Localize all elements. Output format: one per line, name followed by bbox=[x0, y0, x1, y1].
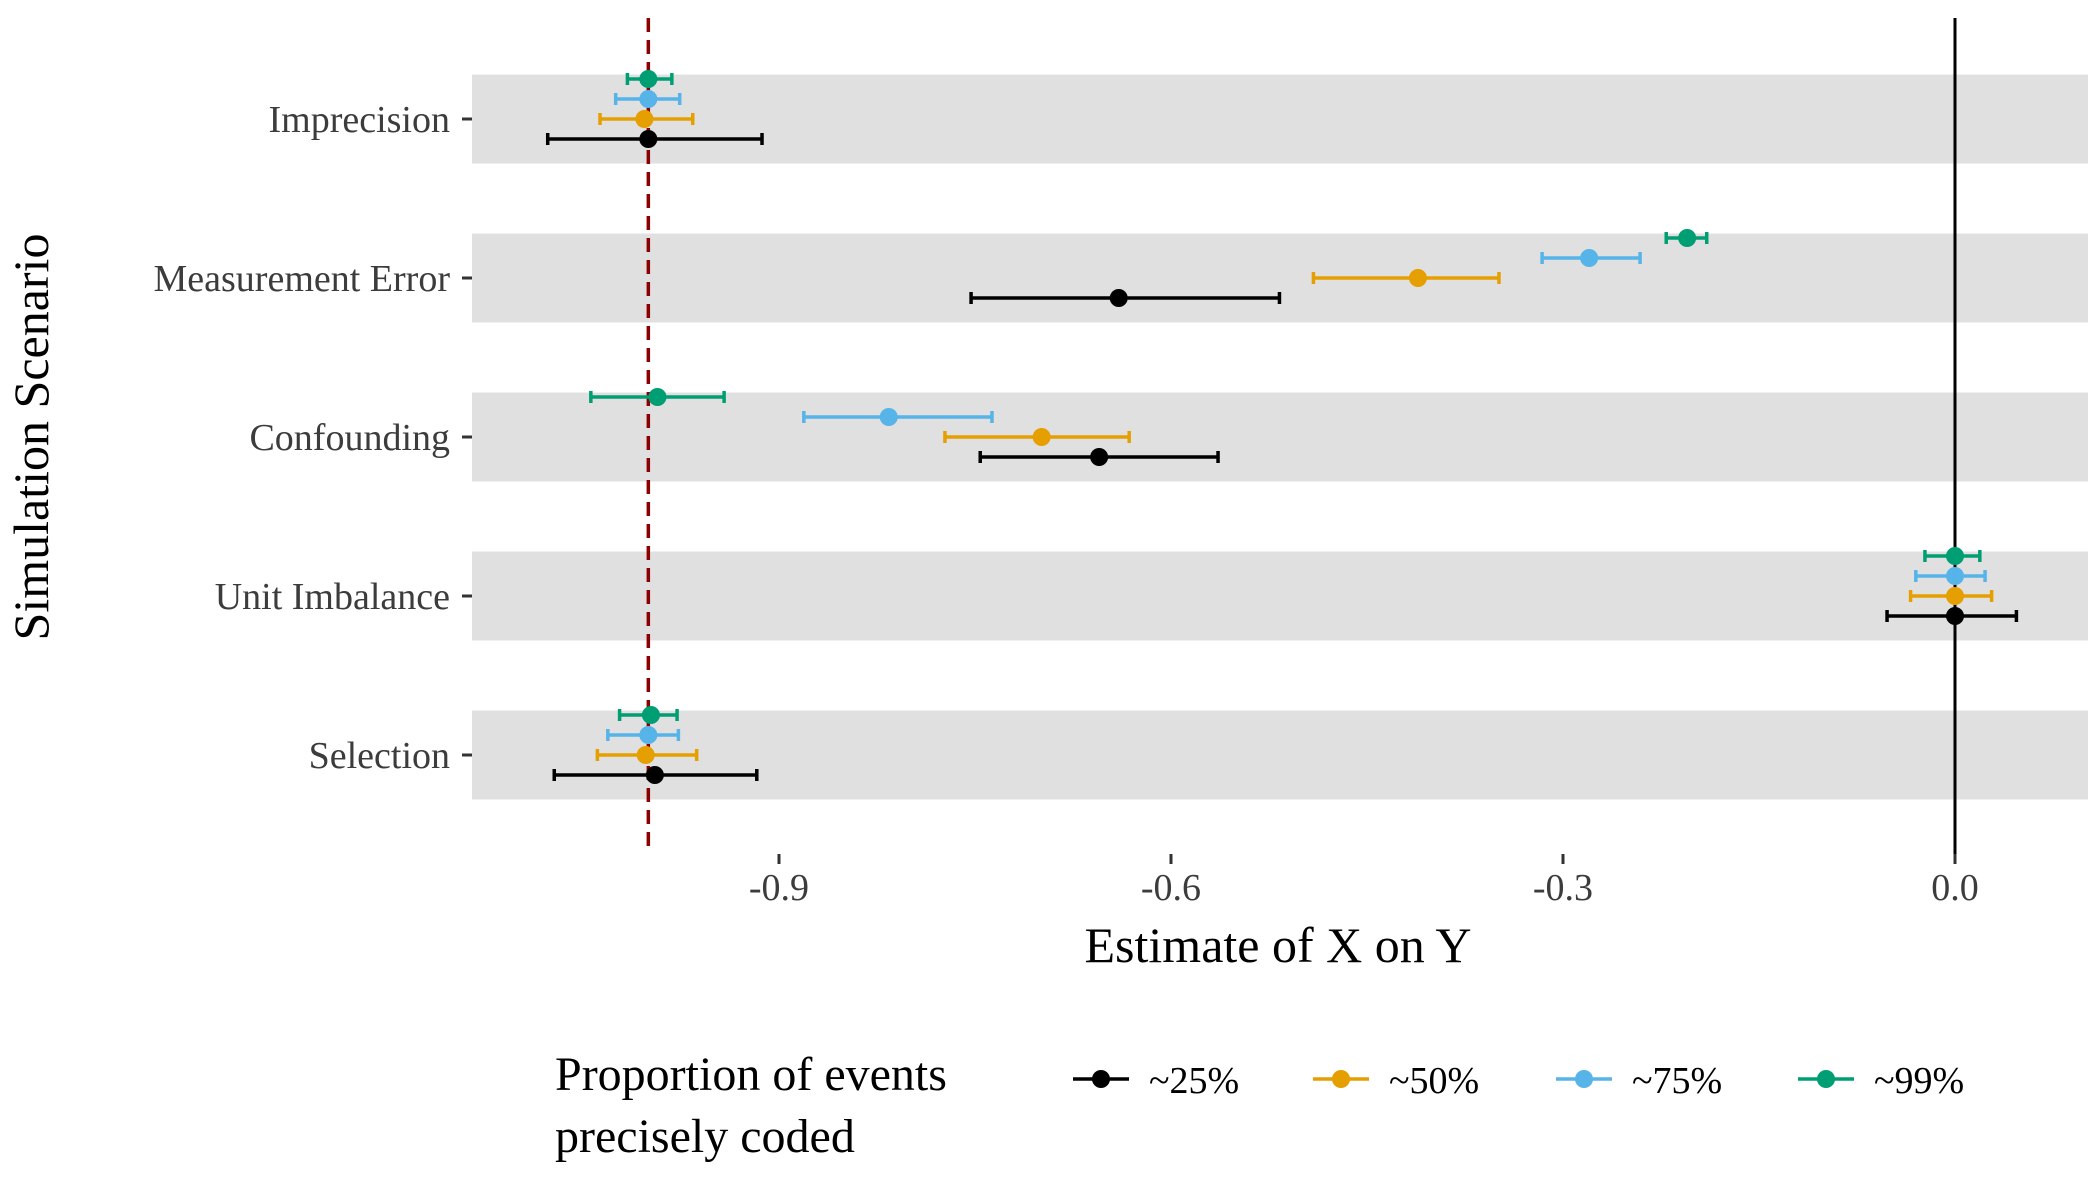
y-tick-label: Imprecision bbox=[268, 99, 450, 141]
legend-key-dot bbox=[1332, 1070, 1350, 1088]
y-tick-label: Confounding bbox=[249, 417, 450, 459]
data-point bbox=[1946, 547, 1964, 565]
data-point bbox=[879, 408, 898, 426]
legend-key-dot bbox=[1575, 1070, 1593, 1088]
data-point bbox=[1109, 289, 1128, 307]
category-band bbox=[472, 392, 2088, 482]
category-band bbox=[472, 710, 2088, 800]
data-point bbox=[639, 726, 658, 744]
legend-title-line-2: precisely coded bbox=[555, 1110, 855, 1163]
x-tick-label: 0.0 bbox=[1931, 867, 1979, 909]
legend-item-2: ~75% bbox=[1556, 1060, 1722, 1102]
data-point bbox=[648, 388, 667, 406]
data-point bbox=[635, 110, 654, 128]
legend-item-0: ~25% bbox=[1073, 1060, 1239, 1102]
data-point bbox=[641, 706, 660, 724]
data-point bbox=[1580, 249, 1599, 267]
data-point bbox=[1678, 229, 1697, 247]
x-tick-label: -0.3 bbox=[1533, 867, 1593, 909]
x-tick-label: -0.6 bbox=[1141, 867, 1201, 909]
y-tick-label: Measurement Error bbox=[154, 258, 451, 300]
y-tick-label: Unit Imbalance bbox=[215, 576, 450, 618]
category-band bbox=[472, 551, 2088, 641]
data-point bbox=[1408, 269, 1427, 287]
legend-key-dot bbox=[1817, 1070, 1835, 1088]
legend-title-line-1: Proportion of events bbox=[555, 1048, 947, 1101]
category-band bbox=[472, 233, 2088, 323]
x-tick-label: -0.9 bbox=[749, 867, 809, 909]
legend-label: ~99% bbox=[1874, 1060, 1964, 1102]
data-point bbox=[1946, 607, 1964, 625]
legend-label: ~25% bbox=[1149, 1060, 1239, 1102]
x-axis-title: Estimate of X on Y bbox=[1085, 917, 1472, 973]
legend-key-dot bbox=[1092, 1070, 1110, 1088]
y-axis-title: Simulation Scenario bbox=[3, 234, 59, 641]
data-point bbox=[1946, 567, 1964, 585]
reference-lines bbox=[646, 18, 1957, 854]
data-marks bbox=[545, 70, 2019, 784]
series-3 bbox=[589, 70, 1982, 724]
category-band bbox=[472, 74, 2088, 164]
y-tick-label: Selection bbox=[309, 735, 450, 777]
legend-items: ~25% ~50% ~75% ~99% bbox=[1073, 1060, 1964, 1102]
x-axis: -0.9 -0.6 -0.3 0.0 bbox=[749, 854, 1979, 909]
legend-label: ~50% bbox=[1389, 1060, 1479, 1102]
legend-item-3: ~99% bbox=[1798, 1060, 1964, 1102]
data-point bbox=[645, 766, 664, 784]
data-point bbox=[636, 746, 655, 764]
series-1 bbox=[595, 110, 1994, 764]
legend-label: ~75% bbox=[1632, 1060, 1722, 1102]
series-0 bbox=[545, 130, 2019, 784]
data-point bbox=[639, 130, 658, 148]
legend: Proportion of events precisely coded ~25… bbox=[555, 1048, 1964, 1163]
data-point bbox=[639, 70, 658, 88]
data-point bbox=[639, 90, 658, 108]
data-point bbox=[1946, 587, 1964, 605]
data-point bbox=[1032, 428, 1051, 446]
y-axis: Imprecision Measurement Error Confounding U… bbox=[154, 99, 472, 777]
legend-item-1: ~50% bbox=[1313, 1060, 1479, 1102]
category-bands bbox=[472, 74, 2088, 800]
data-point bbox=[1090, 448, 1109, 466]
series-2 bbox=[606, 90, 1987, 744]
